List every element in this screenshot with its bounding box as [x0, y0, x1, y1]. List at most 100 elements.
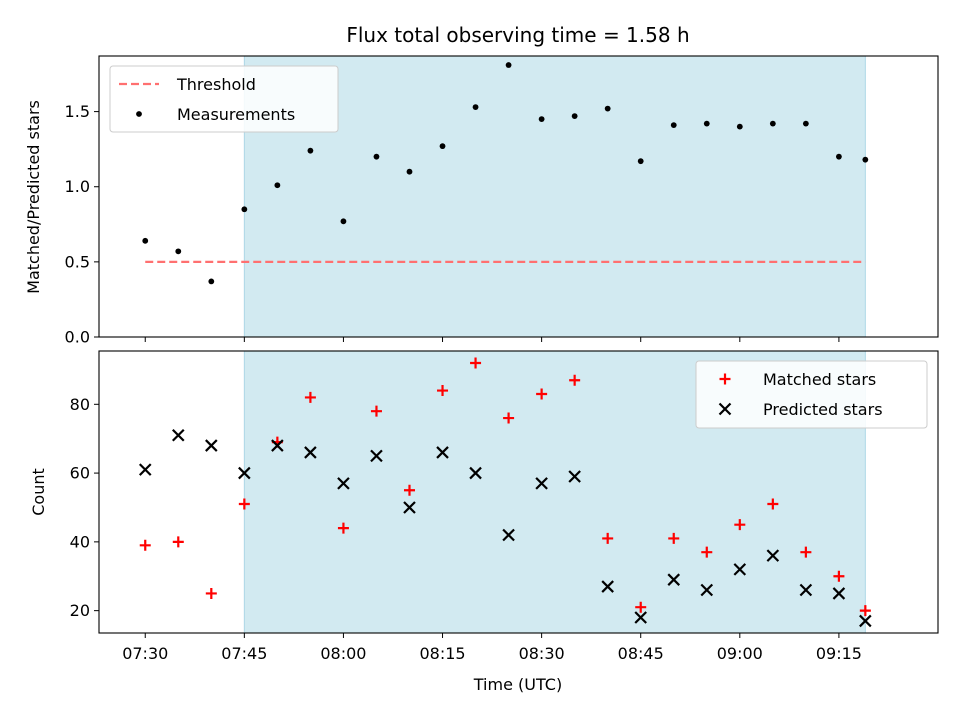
- bottom-plus-point: [767, 498, 779, 510]
- bottom-x-point: [601, 580, 614, 593]
- top-legend: [109, 65, 339, 133]
- bottom-plus-point: [370, 405, 382, 417]
- chart-title: Flux total observing time = 1.58 h: [346, 23, 689, 47]
- top-dot-point: [571, 113, 578, 120]
- top-dot-point: [274, 182, 281, 189]
- top-dot-point: [670, 122, 677, 129]
- top-dot-point: [637, 158, 644, 165]
- bottom-x-point: [403, 501, 416, 514]
- bottom-plus-point: [337, 522, 349, 534]
- top-y-tick-label: 1.0: [65, 177, 90, 196]
- legend-threshold-label: Threshold: [176, 75, 256, 94]
- bottom-x-point: [799, 583, 813, 597]
- top-dot-point: [769, 120, 776, 127]
- bottom-x-point: [370, 449, 383, 463]
- top-dot-point: [505, 62, 512, 68]
- top-dot-point: [836, 153, 842, 160]
- bottom-x-point: [535, 477, 548, 490]
- top-dot-point: [703, 120, 710, 127]
- bottom-plus-point: [701, 546, 713, 558]
- x-tick-label: 09:15: [816, 644, 862, 663]
- top-panel: 0.0 0.5 1.0 1.5 Threshold Measurements: [65, 55, 939, 347]
- x-tick-label: 08:45: [618, 644, 664, 663]
- bottom-x-point: [205, 439, 218, 452]
- x-tick-label: 09:00: [717, 644, 763, 663]
- top-axes-frame: [98, 55, 939, 338]
- top-y-tick-label: 0.0: [65, 328, 90, 347]
- bottom-x-point: [238, 466, 251, 480]
- top-dot-point: [373, 153, 380, 160]
- bottom-x-point: [733, 563, 747, 576]
- bottom-plus-point: [833, 570, 845, 582]
- x-tick-label: 08:30: [519, 644, 565, 663]
- top-dot-point: [241, 206, 248, 213]
- bottom-legend: [695, 360, 928, 429]
- bottom-y-axis-label: Count: [29, 468, 48, 516]
- top-shaded-span: [243, 55, 866, 338]
- legend-measurements-label: Measurements: [177, 105, 295, 124]
- top-dot-point: [307, 147, 314, 154]
- bottom-plus-point: [800, 546, 812, 558]
- top-dot-point: [802, 120, 809, 127]
- bottom-panel: 20 40 60 80 07:30 07:45 08:00 08:15 08:30 08:45 09…: [70, 350, 939, 663]
- top-y-tick-label: 1.5: [65, 102, 90, 121]
- bottom-axes-frame: [98, 350, 939, 634]
- legend-measurements-swatch: [136, 111, 142, 117]
- bottom-plus-point: [205, 587, 217, 599]
- bottom-x-point: [304, 446, 317, 459]
- top-dot-point: [142, 237, 149, 244]
- bottom-y-tick-label: 40: [70, 532, 90, 551]
- top-dot-point: [208, 278, 215, 285]
- bottom-y-tick-label: 60: [70, 464, 90, 483]
- bottom-x-point: [667, 573, 681, 586]
- bottom-plus-point: [172, 536, 184, 548]
- top-dot-point: [862, 156, 869, 163]
- bottom-plus-point: [470, 357, 482, 369]
- top-dot-point: [340, 218, 347, 225]
- bottom-plus-point: [536, 388, 548, 400]
- bottom-x-point: [171, 428, 185, 442]
- x-axis-label: Time (UTC): [473, 675, 562, 694]
- bottom-plus-point: [403, 484, 415, 496]
- top-dot-point: [175, 248, 182, 255]
- bottom-x-point: [138, 463, 152, 476]
- bottom-y-tick-label: 80: [70, 395, 90, 414]
- bottom-x-point: [859, 614, 872, 628]
- top-dot-point: [472, 104, 479, 110]
- bottom-plus-point: [734, 519, 746, 531]
- bottom-x-point: [337, 477, 350, 490]
- bottom-x-point: [436, 446, 449, 459]
- top-y-axis-label: Matched/Predicted stars: [24, 100, 43, 294]
- bottom-x-point: [271, 439, 284, 452]
- x-tick-label: 07:45: [221, 644, 267, 663]
- bottom-plus-point: [602, 532, 614, 544]
- bottom-plus-point: [304, 391, 316, 403]
- bottom-plus-point: [569, 374, 581, 386]
- bottom-plus-point: [668, 532, 680, 544]
- bottom-plus-point: [238, 498, 250, 510]
- bottom-x-point: [502, 528, 515, 542]
- bottom-x-point: [634, 611, 647, 624]
- x-tick-label: 08:00: [320, 644, 366, 663]
- bottom-x-point: [568, 470, 581, 483]
- legend-series-label: Predicted stars: [763, 400, 883, 419]
- bottom-y-tick-label: 20: [70, 601, 90, 620]
- bottom-plus-point: [503, 412, 515, 424]
- top-dot-point: [538, 116, 545, 123]
- top-dot-point: [736, 123, 743, 130]
- bottom-plus-point: [859, 605, 871, 617]
- x-tick-label: 08:15: [419, 644, 465, 663]
- top-y-tick-label: 0.5: [65, 252, 90, 271]
- top-dot-point: [439, 143, 446, 150]
- bottom-x-point: [700, 583, 714, 597]
- bottom-plus-point: [139, 539, 151, 551]
- bottom-plus-point: [437, 385, 449, 397]
- bottom-plus-point: [635, 601, 647, 613]
- bottom-x-point: [469, 466, 482, 480]
- legend-plus-swatch: [719, 373, 731, 385]
- legend-series-label: Matched stars: [763, 370, 876, 389]
- bottom-x-point: [832, 587, 846, 600]
- top-dot-point: [406, 168, 413, 175]
- bottom-x-point: [766, 549, 780, 562]
